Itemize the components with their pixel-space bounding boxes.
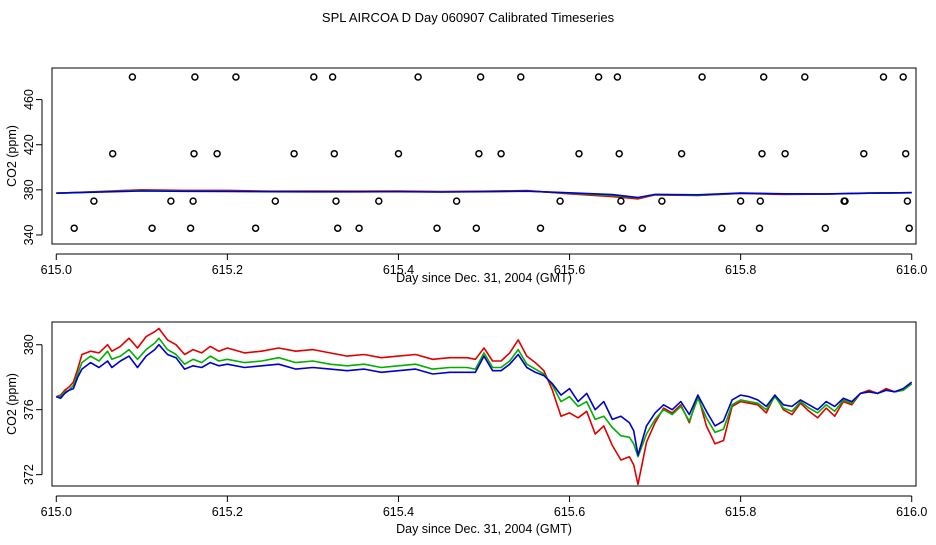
top-series-blue-line [56, 190, 912, 199]
top-data-point [698, 73, 706, 81]
top-y-tick-label: 420 [22, 134, 36, 155]
top-data-point [310, 73, 318, 81]
top-x-tick-label: 615.8 [725, 263, 756, 277]
top-x-tick-label: 615.2 [212, 263, 243, 277]
bottom-y-tick-label: 380 [22, 334, 36, 355]
bottom-x-tick-label: 615.0 [41, 505, 72, 519]
top-data-point [167, 197, 175, 205]
bottom-x-axis-label: Day since Dec. 31, 2004 (GMT) [396, 522, 572, 536]
top-y-tick-label: 460 [22, 89, 36, 110]
bottom-x-tick-label: 615.2 [212, 505, 243, 519]
top-data-point [452, 197, 461, 205]
bottom-plot-frame [51, 321, 917, 487]
top-data-point [801, 73, 809, 81]
bottom-x-tick-label: 615.8 [725, 505, 756, 519]
bottom-series-red-line [56, 327, 913, 486]
bottom-series-blue-line [56, 343, 913, 456]
bottom-x-tick-label: 616.0 [896, 505, 927, 519]
top-data-point [613, 73, 622, 81]
bottom-y-tick-label: 376 [22, 399, 36, 420]
top-data-point [658, 197, 666, 205]
top-data-point [70, 224, 78, 232]
top-y-tick-label: 380 [22, 179, 36, 200]
top-data-point [189, 197, 197, 205]
top-x-tick-label: 615.0 [41, 263, 72, 277]
top-data-point [190, 149, 198, 158]
top-data-point [536, 224, 545, 232]
top-data-point [821, 224, 830, 232]
top-data-point [860, 149, 868, 158]
top-data-point [903, 197, 912, 205]
top-data-point [556, 197, 564, 205]
top-data-point [615, 149, 623, 158]
bottom-x-tick-label: 615.4 [383, 505, 414, 519]
top-data-point [90, 197, 98, 205]
top-data-point [901, 149, 910, 158]
top-data-point [718, 224, 726, 232]
top-data-point [355, 224, 363, 232]
bottom-axes-layer: 615.0 615.2 615.4 615.6 615.8 616.0 372 376 380 [22, 334, 927, 519]
top-data-point [375, 197, 383, 205]
top-data-point [575, 149, 583, 158]
top-data-point [414, 73, 422, 81]
top-data-point [781, 149, 789, 158]
top-data-point [271, 197, 280, 205]
top-data-point [333, 224, 342, 232]
top-x-tick-label: 616.0 [896, 263, 927, 277]
top-data-point [736, 197, 745, 205]
top-plot-frame [51, 67, 917, 245]
top-panel: 615.0 615.2 615.4 615.6 615.8 616.0 340 380 420 4… [5, 67, 927, 285]
top-data-point [677, 149, 686, 158]
top-data-point [186, 224, 195, 232]
top-data-point [618, 224, 627, 232]
top-data-point [758, 149, 766, 158]
top-data-point [759, 73, 768, 81]
top-data-point [328, 73, 337, 81]
top-data-point [476, 73, 485, 81]
top-data-point [191, 73, 199, 81]
top-data-point [213, 149, 221, 158]
top-data-point [330, 149, 339, 158]
top-x-tick-label: 615.4 [383, 263, 414, 277]
bottom-y-tick-label: 372 [22, 464, 36, 485]
top-y-tick-label: 340 [22, 225, 36, 246]
bottom-y-axis-label: CO2 (ppm) [5, 373, 19, 435]
bottom-series-green-line [56, 337, 913, 458]
top-data-point [475, 149, 483, 158]
top-x-axis-label: Day since Dec. 31, 2004 (GMT) [396, 271, 572, 285]
top-data-layer [56, 73, 913, 232]
top-data-point [290, 149, 298, 158]
top-data-point [394, 149, 403, 158]
top-data-point [617, 197, 625, 205]
top-y-axis-label: CO2 (ppm) [5, 125, 19, 187]
top-data-point [232, 73, 240, 81]
bottom-x-tick-label: 615.6 [554, 505, 585, 519]
top-data-point [148, 224, 156, 232]
page-title: SPL AIRCOA D Day 060907 Calibrated Times… [322, 10, 615, 25]
bottom-data-layer [56, 327, 913, 486]
top-data-point [433, 224, 441, 232]
top-x-tick-label: 615.6 [554, 263, 585, 277]
top-data-point [841, 197, 849, 205]
top-data-point [879, 73, 888, 81]
top-data-point [905, 224, 913, 232]
top-data-point [638, 224, 647, 232]
top-data-point [332, 197, 340, 205]
top-axes-layer: 615.0 615.2 615.4 615.6 615.8 616.0 340 380 420 4… [22, 89, 927, 277]
top-data-point [899, 73, 907, 81]
top-data-point [128, 73, 137, 81]
top-data-point [251, 224, 260, 232]
top-data-point [108, 149, 117, 158]
top-data-point [755, 224, 764, 232]
top-data-point [594, 73, 603, 81]
bottom-panel: 615.0 615.2 615.4 615.6 615.8 616.0372376380 … [5, 321, 927, 536]
top-data-point [472, 224, 481, 232]
top-data-point [517, 73, 525, 81]
top-data-point [497, 149, 505, 158]
top-data-point [756, 197, 765, 205]
